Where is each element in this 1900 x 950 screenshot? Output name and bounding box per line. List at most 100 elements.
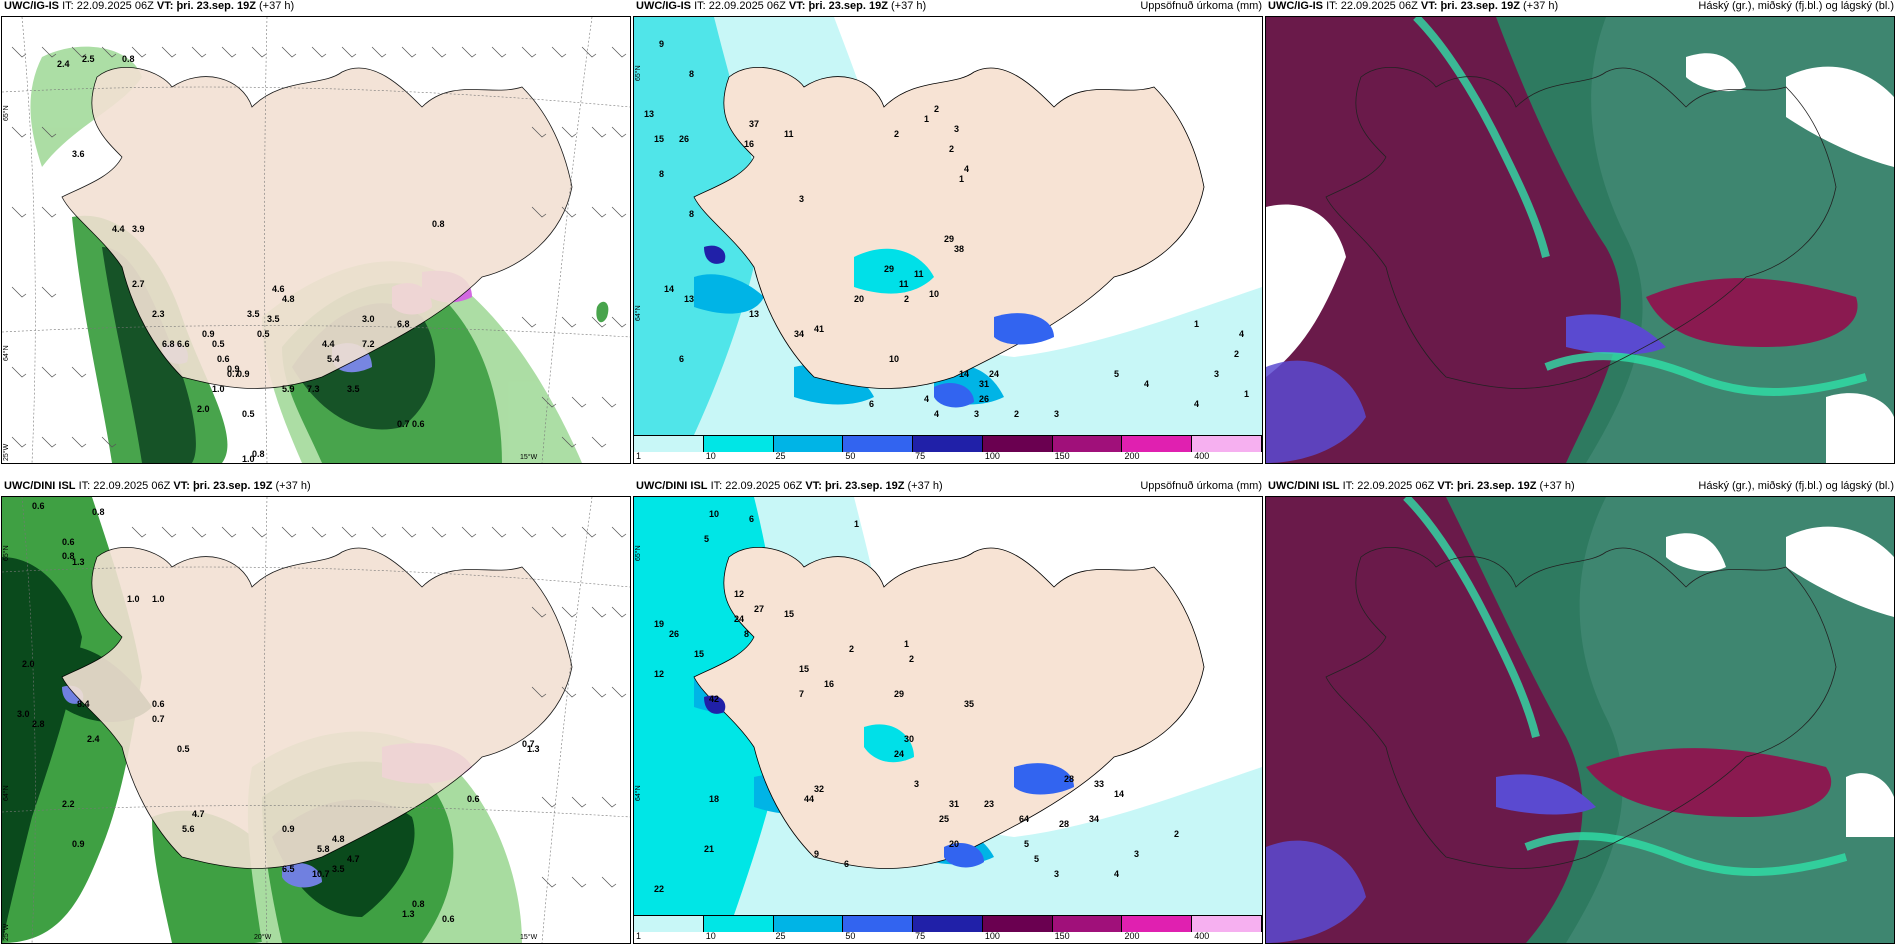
map-value-label: 2.0	[22, 659, 35, 669]
map-value-label: 10.7	[312, 869, 330, 879]
cloud-panel-dini: UWC/DINI ISL IT: 22.09.2025 06Z VT: þri.…	[1265, 480, 1895, 944]
map-value-label: 1.3	[72, 557, 85, 567]
precip-panel-dini: UWC/DINI ISL IT: 22.09.2025 06Z VT: þri.…	[633, 480, 1263, 944]
panel-header: UWC/IG-IS IT: 22.09.2025 06Z VT: þri. 23…	[2, 0, 632, 15]
map-value-label: 1.3	[402, 909, 415, 919]
map-value-label: 5.9	[282, 384, 295, 394]
wind-map[interactable]: 65°N 64°N 25°W 15°W 2.4 2.5 0.8 3.6 4.4 3.9 2.…	[2, 17, 630, 463]
map-value-label: 6.6	[177, 339, 190, 349]
lead-time: (+37 h)	[891, 0, 927, 12]
lat-label: 64°N	[2, 345, 10, 361]
it-value: 22.09.2025 06Z	[708, 0, 786, 12]
map-value-label: 0.7	[152, 714, 165, 724]
legend-label: 50	[845, 931, 856, 941]
map-value-label: 2.4	[87, 734, 100, 744]
map-value-label: 1	[1194, 319, 1199, 329]
map-value-label: 34	[1089, 814, 1099, 824]
map-value-label: 27	[754, 604, 764, 614]
map-value-label: 6.8	[397, 319, 410, 329]
iceland-outline	[1325, 547, 1837, 869]
panel-title: Háský (gr.), miðský (fj.bl.) og lágský (…	[1698, 0, 1894, 12]
map-value-label: 8.4	[77, 699, 90, 709]
map-value-label: 0.7	[522, 739, 535, 749]
lat-label: 64°N	[2, 785, 10, 801]
model-name: UWC/IG-IS	[636, 0, 691, 12]
map-value-label: 4	[924, 394, 929, 404]
map-value-label: 42	[709, 694, 719, 704]
lon-label: 25°W	[2, 923, 10, 941]
map-value-label: 0.6	[412, 419, 425, 429]
map-value-label: 32	[814, 784, 824, 794]
map-value-label: 24	[989, 369, 999, 379]
legend-label: 100	[984, 451, 1000, 461]
legend-swatch	[1052, 436, 1123, 452]
map-value-label: 5.8	[317, 844, 330, 854]
map-value-label: 31	[949, 799, 959, 809]
map-value-label: 4	[1144, 379, 1149, 389]
it-value: 22.09.2025 06Z	[76, 0, 154, 12]
map-value-label: 9	[814, 849, 819, 859]
wind-barbs	[131, 526, 627, 888]
map-value-label: 4.8	[282, 294, 295, 304]
map-value-label: 23	[984, 799, 994, 809]
map-value-label: 3.0	[17, 709, 30, 719]
iceland-landmass	[61, 547, 573, 869]
map-value-label: 0.7	[227, 369, 240, 379]
map-value-label: 5	[1024, 839, 1029, 849]
map-value-label: 0.8	[92, 507, 105, 517]
cloud-panel-ig-is: UWC/IG-IS IT: 22.09.2025 06Z VT: þri. 23…	[1265, 0, 1895, 464]
map-value-label: 0.9	[282, 824, 295, 834]
map-value-label: 6.5	[282, 864, 295, 874]
map-value-label: 4	[1114, 869, 1119, 879]
map-value-label: 1	[1244, 389, 1249, 399]
map-value-label: 2	[1234, 349, 1239, 359]
map-value-label: 16	[824, 679, 834, 689]
wind-panel-ig-is: UWC/IG-IS IT: 22.09.2025 06Z VT: þri. 23…	[1, 0, 631, 464]
map-value-label: 0.8	[252, 449, 265, 459]
lat-label: 65°N	[2, 545, 10, 561]
wind-value-labels: 0.60.80.60.81.31.0 1.02.03.02.88.42.42.20…	[17, 501, 540, 924]
map-value-label: 15	[694, 649, 704, 659]
map-value-label: 4	[1239, 329, 1244, 339]
map-value-label: 1.0	[127, 594, 140, 604]
legend-label: 1	[636, 931, 642, 941]
it-label: IT:	[78, 480, 91, 492]
lead-time: (+37 h)	[1523, 0, 1559, 12]
lead-time: (+37 h)	[1539, 480, 1575, 492]
map-value-label: 2	[949, 144, 954, 154]
map-value-label: 2	[904, 294, 909, 304]
map-value-label: 10	[709, 509, 719, 519]
axis-labels: 65°N 64°N	[634, 65, 642, 321]
it-value: 22.09.2025 06Z	[93, 480, 171, 492]
map-value-label: 2	[1174, 829, 1179, 839]
map-value-label: 7.2	[362, 339, 375, 349]
cloud-map[interactable]	[1266, 497, 1894, 943]
vt-label: VT:	[805, 480, 822, 492]
panel-title: Uppsöfnuð úrkoma (mm)	[1140, 480, 1262, 492]
cloud-map[interactable]	[1266, 17, 1894, 463]
precip-legend: 1 10 25 50 75 100 150 200 400	[634, 915, 1263, 943]
lead-time: (+37 h)	[275, 480, 311, 492]
vt-label: VT:	[788, 0, 806, 12]
map-value-label: 20	[854, 294, 864, 304]
axis-labels: 65°N 64°N 25°W 20°W 15°W	[2, 545, 538, 941]
map-value-label: 3.9	[132, 224, 145, 234]
map-value-label: 28	[1064, 774, 1074, 784]
wind-map[interactable]: 65°N 64°N 25°W 20°W 15°W 0.60.80.60.81.3…	[2, 497, 630, 943]
map-value-label: 3.5	[332, 864, 345, 874]
map-value-label: 0.9	[202, 329, 215, 339]
map-value-label: 3	[1134, 849, 1139, 859]
map-value-label: 12	[654, 669, 664, 679]
vt-value: þri. 23.sep. 19Z	[824, 480, 905, 492]
map-value-label: 30	[904, 734, 914, 744]
map-value-label: 38	[954, 244, 964, 254]
map-value-label: 0.5	[212, 339, 225, 349]
map-value-label: 13	[684, 294, 694, 304]
legend-swatch	[1122, 436, 1193, 452]
map-value-label: 3.5	[247, 309, 260, 319]
map-value-label: 3	[954, 124, 959, 134]
legend-swatch	[843, 436, 914, 452]
